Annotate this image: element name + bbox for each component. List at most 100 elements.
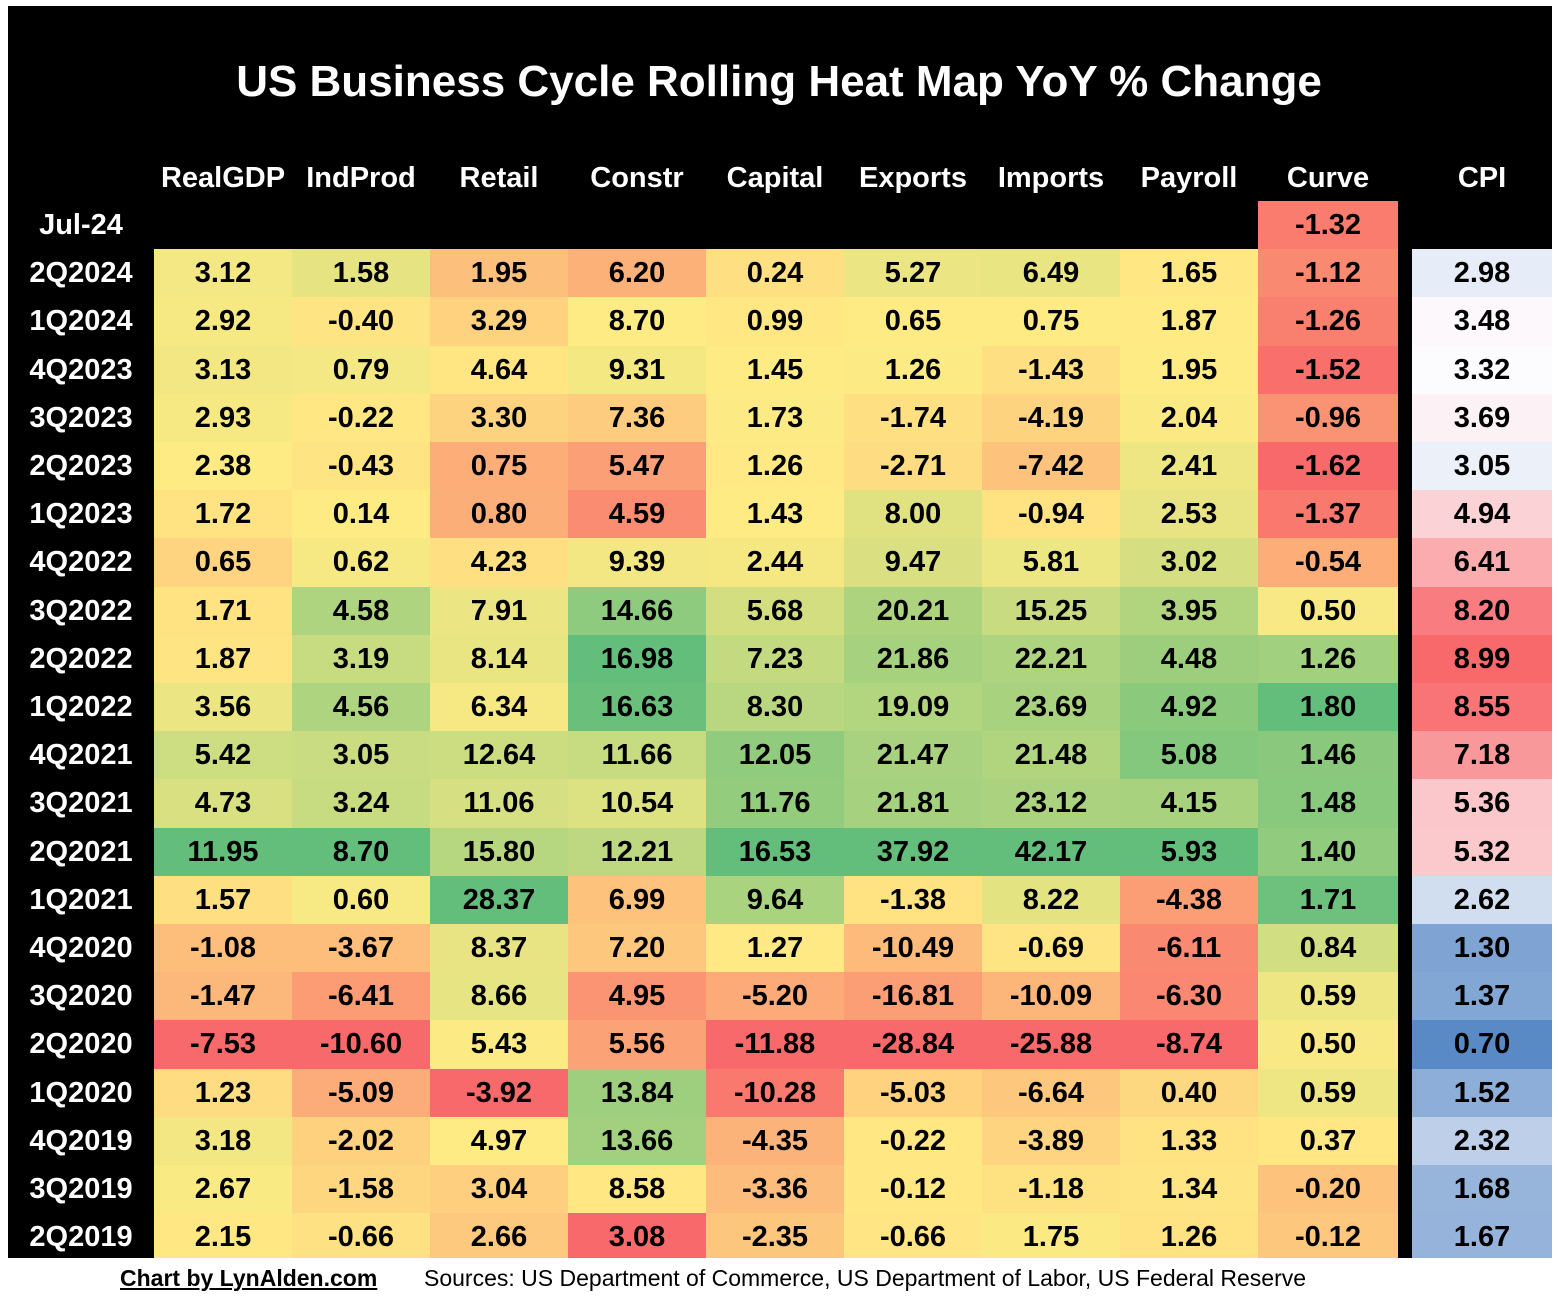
heatmap-cell: -10.60 bbox=[292, 1020, 430, 1070]
heatmap-cell: 1.71 bbox=[1258, 875, 1398, 925]
row-label: 3Q2019 bbox=[29, 1173, 133, 1205]
column-header-exports: Exports bbox=[859, 162, 967, 194]
heatmap-cell: 3.69 bbox=[1412, 393, 1552, 443]
heatmap-cell: 2.32 bbox=[1412, 1116, 1552, 1166]
heatmap-cell: 2.66 bbox=[430, 1213, 568, 1262]
heatmap-cell: 2.44 bbox=[706, 538, 844, 588]
column-header-payroll: Payroll bbox=[1140, 162, 1238, 194]
heatmap-cell: 23.69 bbox=[982, 683, 1120, 732]
heatmap-cell: -5.09 bbox=[292, 1068, 430, 1118]
heatmap-cell: -1.58 bbox=[292, 1165, 430, 1214]
heatmap-cell: -0.66 bbox=[844, 1213, 982, 1262]
heatmap-cell: 3.05 bbox=[292, 731, 430, 780]
row-label: 2Q2023 bbox=[29, 450, 133, 482]
heatmap-cell: 0.75 bbox=[430, 442, 568, 491]
heatmap-cell: -1.08 bbox=[154, 924, 292, 973]
heatmap-cell: 8.22 bbox=[982, 875, 1120, 925]
heatmap-cell: 23.12 bbox=[982, 779, 1120, 829]
column-header-constr: Constr bbox=[590, 162, 684, 194]
heatmap-cell: 4.56 bbox=[292, 683, 430, 732]
heatmap-cell: 7.36 bbox=[568, 393, 706, 443]
heatmap-cell: 3.19 bbox=[292, 634, 430, 684]
heatmap-cell: 8.00 bbox=[844, 490, 982, 539]
heatmap-cell: 1.26 bbox=[1120, 1213, 1258, 1262]
heatmap-cell: 4.23 bbox=[430, 538, 568, 588]
heatmap-cell: -4.38 bbox=[1120, 875, 1258, 925]
column-header-curve: Curve bbox=[1286, 162, 1370, 194]
heatmap-cell: 3.18 bbox=[154, 1116, 292, 1166]
heatmap-cell: 8.99 bbox=[1412, 634, 1552, 684]
heatmap-cell: 7.91 bbox=[430, 586, 568, 636]
heatmap-cell: 0.79 bbox=[292, 345, 430, 395]
heatmap-cell: 2.04 bbox=[1120, 393, 1258, 443]
row-label: 4Q2019 bbox=[29, 1124, 133, 1157]
heatmap-cell: 0.80 bbox=[430, 490, 568, 539]
heatmap-cell: -3.92 bbox=[430, 1068, 568, 1118]
heatmap-cell: 1.30 bbox=[1412, 924, 1552, 973]
heatmap-cell: -2.35 bbox=[706, 1213, 844, 1262]
sources-text: Sources: US Department of Commerce, US D… bbox=[424, 1265, 1307, 1291]
heatmap-cell: 4.92 bbox=[1120, 683, 1258, 732]
heatmap-cell: 1.46 bbox=[1258, 731, 1398, 780]
heatmap-cell: 1.95 bbox=[430, 249, 568, 298]
row-label: 2Q2021 bbox=[29, 835, 133, 868]
heatmap-cell: -1.37 bbox=[1258, 490, 1398, 539]
heatmap-cell: -1.26 bbox=[1258, 297, 1398, 347]
heatmap-cell: 14.66 bbox=[568, 586, 706, 636]
row-label: 3Q2023 bbox=[29, 401, 133, 434]
heatmap-cell: 21.48 bbox=[982, 731, 1120, 780]
heatmap-cell: -25.88 bbox=[982, 1020, 1120, 1070]
heatmap-cell: 5.08 bbox=[1120, 731, 1258, 780]
heatmap-cell: 0.14 bbox=[292, 490, 430, 539]
heatmap-cell: 3.95 bbox=[1120, 586, 1258, 636]
heatmap-cell: -7.53 bbox=[154, 1020, 292, 1070]
heatmap-cell: 21.81 bbox=[844, 779, 982, 829]
heatmap-cell: -1.74 bbox=[844, 393, 982, 443]
row-label: 4Q2021 bbox=[29, 739, 133, 772]
heatmap-cell: 16.63 bbox=[568, 683, 706, 732]
heatmap-cell: 6.34 bbox=[430, 683, 568, 732]
heatmap-cell: -5.20 bbox=[706, 972, 844, 1021]
heatmap-cell: 4.97 bbox=[430, 1116, 568, 1166]
row-label: 1Q2024 bbox=[29, 305, 133, 338]
heatmap-cell: 2.38 bbox=[154, 442, 292, 491]
heatmap-cell: 8.55 bbox=[1412, 683, 1552, 732]
heatmap-cell: 5.47 bbox=[568, 442, 706, 491]
heatmap-cell: 12.64 bbox=[430, 731, 568, 780]
heatmap-cell: -1.43 bbox=[982, 345, 1120, 395]
heatmap-cell: -1.18 bbox=[982, 1165, 1120, 1214]
heatmap-cell: 1.48 bbox=[1258, 779, 1398, 829]
heatmap-cell: 2.41 bbox=[1120, 442, 1258, 491]
heatmap-cell: 21.47 bbox=[844, 731, 982, 780]
heatmap-cell: 12.21 bbox=[568, 827, 706, 877]
heatmap-cell: -0.22 bbox=[292, 393, 430, 443]
heatmap-cell: 4.58 bbox=[292, 586, 430, 636]
heatmap-cell: 4.73 bbox=[154, 779, 292, 829]
heatmap-cell: 3.48 bbox=[1412, 297, 1552, 347]
heatmap-cell: -1.47 bbox=[154, 972, 292, 1021]
row-label: Jul-24 bbox=[39, 209, 123, 241]
heatmap-cell: 6.99 bbox=[568, 875, 706, 925]
heatmap-cell: 22.21 bbox=[982, 634, 1120, 684]
heatmap-cell: 1.58 bbox=[292, 249, 430, 298]
heatmap-cell: -6.11 bbox=[1120, 924, 1258, 973]
heatmap-cell: 8.20 bbox=[1412, 586, 1552, 636]
credit-link[interactable]: Chart by LynAlden.com bbox=[120, 1265, 378, 1291]
heatmap-cell: 16.98 bbox=[568, 634, 706, 684]
heatmap-cell: 1.34 bbox=[1120, 1165, 1258, 1214]
heatmap-cell: 37.92 bbox=[844, 827, 982, 877]
heatmap-cell: 2.93 bbox=[154, 393, 292, 443]
row-label: 4Q2020 bbox=[29, 932, 133, 964]
heatmap-cell: 28.37 bbox=[430, 875, 568, 925]
heatmap-cell: -0.22 bbox=[844, 1116, 982, 1166]
heatmap-cell: 20.21 bbox=[844, 586, 982, 636]
heatmap-cell: 1.26 bbox=[844, 345, 982, 395]
heatmap-cell: 8.14 bbox=[430, 634, 568, 684]
heatmap-cell: -0.69 bbox=[982, 924, 1120, 973]
heatmap-cell: 1.23 bbox=[154, 1068, 292, 1118]
row-label: 2Q2019 bbox=[29, 1221, 133, 1254]
heatmap-cell: 0.99 bbox=[706, 297, 844, 347]
column-header-indprod: IndProd bbox=[306, 162, 416, 194]
heatmap-cell: 6.49 bbox=[982, 249, 1120, 298]
